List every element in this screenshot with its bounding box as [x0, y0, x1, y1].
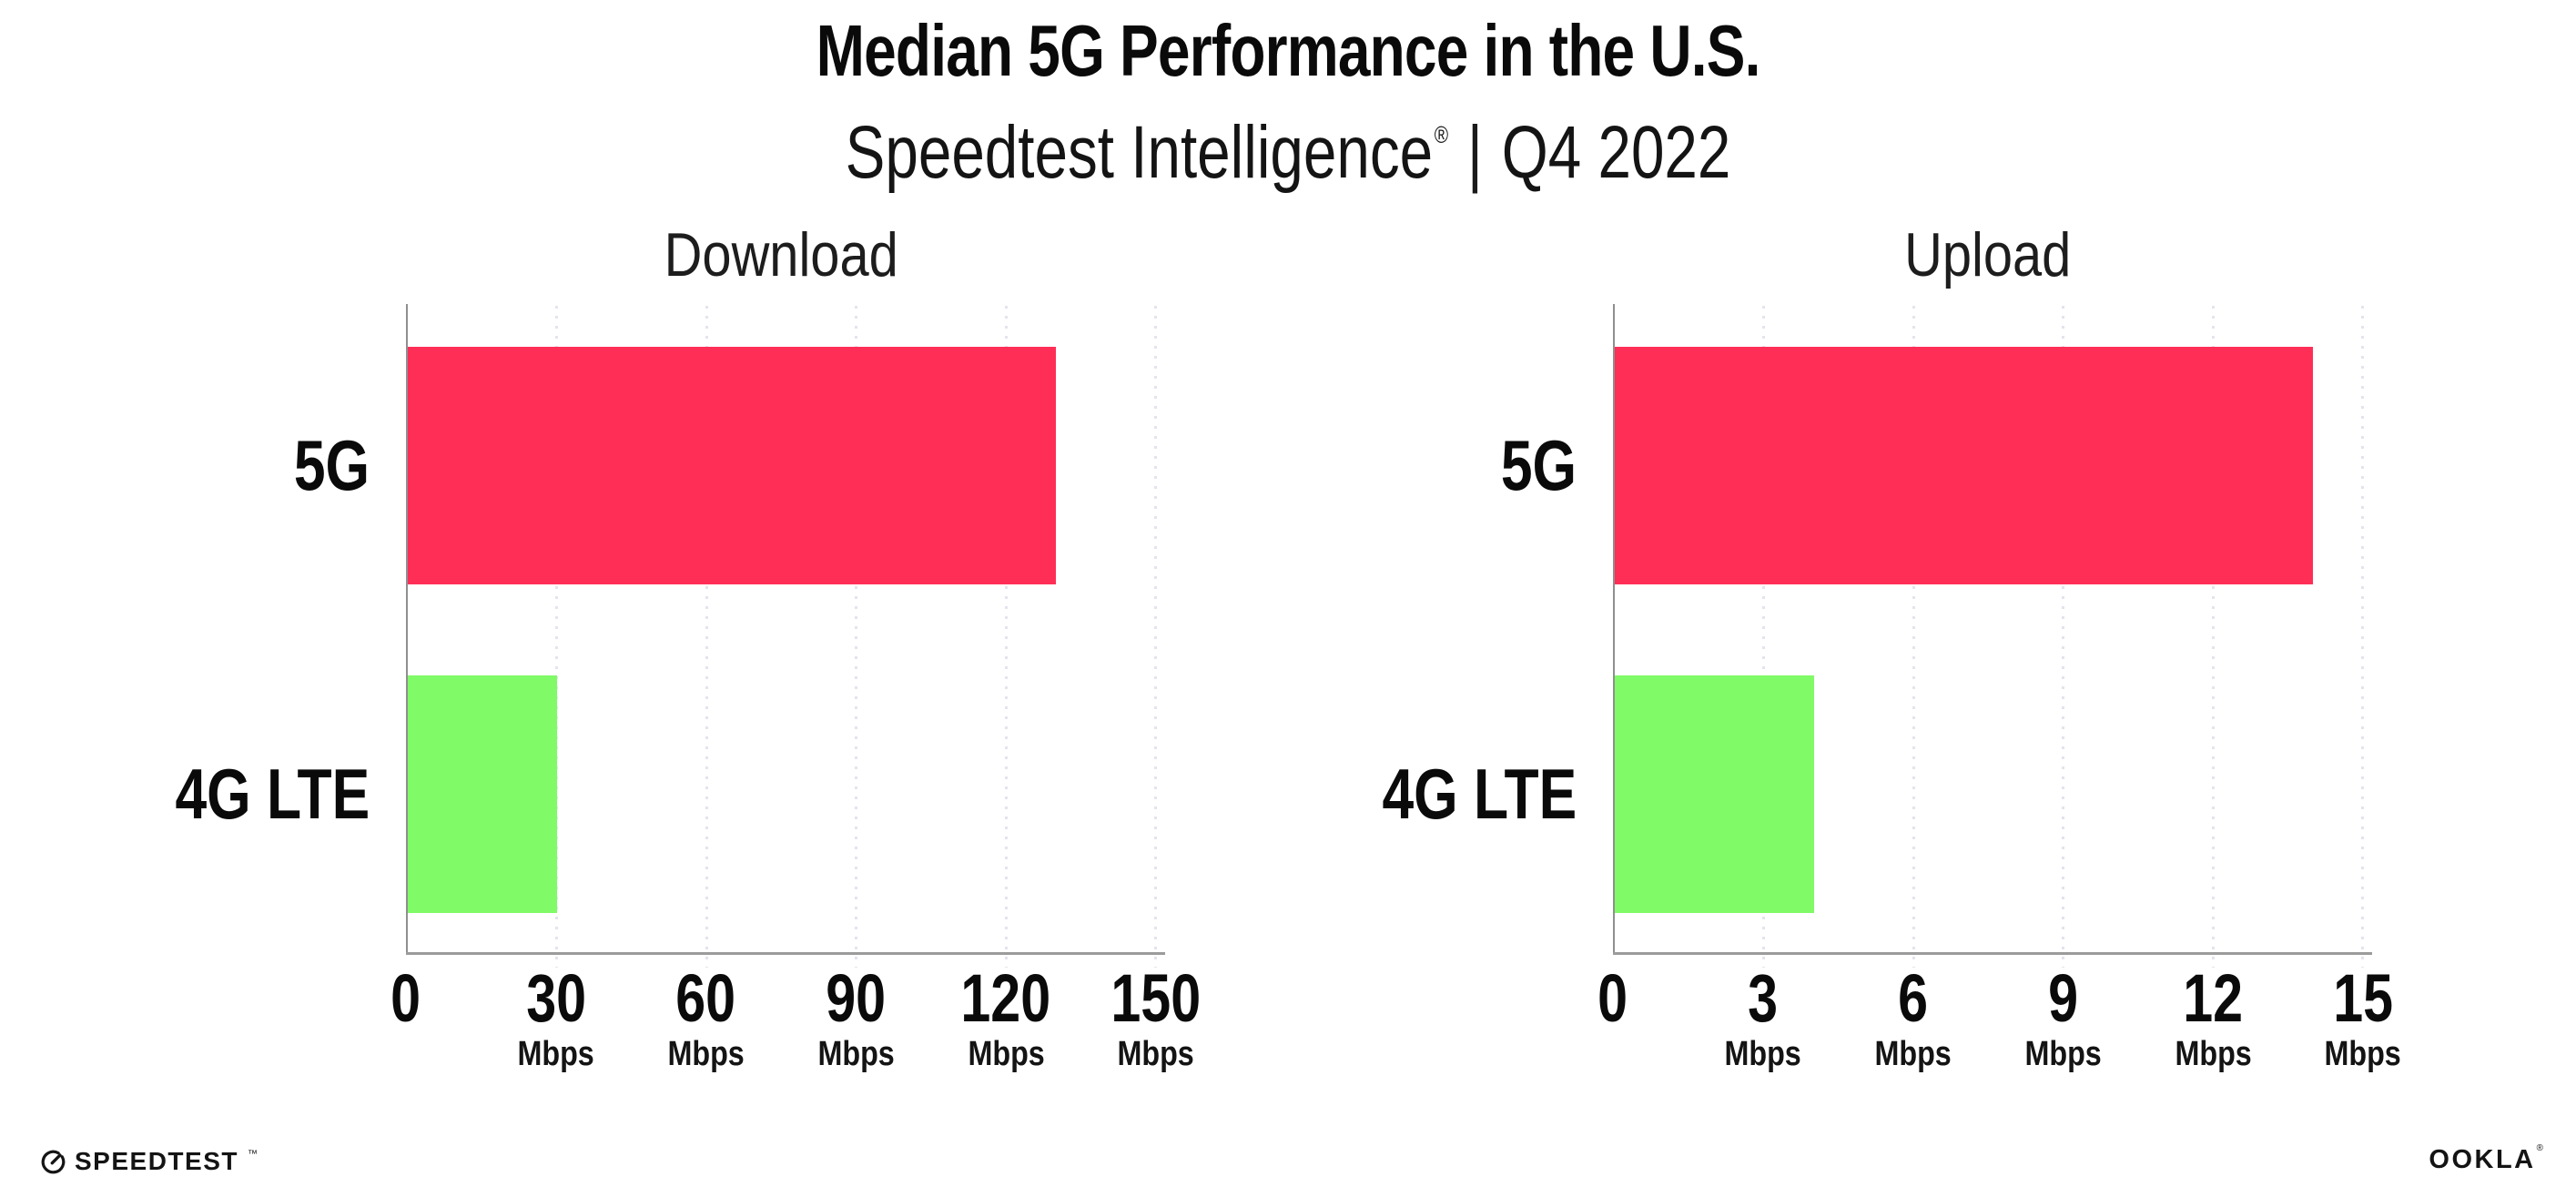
category-label-4g-lte: 4G LTE [175, 754, 370, 834]
registered-mark: ® [1434, 121, 1449, 148]
page-title: Median 5G Performance in the U.S. [0, 7, 2576, 95]
page-subtitle-text: Speedtest Intelligence® | Q4 2022 [846, 93, 1731, 195]
bar-upload-5g [1615, 347, 2314, 584]
tick-30: 30 Mbps [517, 960, 594, 1074]
gridline-12 [2211, 306, 2215, 968]
gridline-150 [1154, 306, 1157, 968]
bar-upload-4g-lte [1615, 675, 1815, 913]
speedtest-logo: SPEEDTEST ™ [40, 1143, 258, 1180]
gridline-120 [1004, 306, 1008, 968]
tick-9: 9 Mbps [2024, 960, 2102, 1074]
gridline-6 [1912, 306, 1915, 968]
gridline-15 [2361, 306, 2364, 968]
upload-x-axis-labels: 0 3 Mbps 6 Mbps 9 Mbps 12 Mbps 15 Mbps [1598, 955, 2402, 1091]
speedtest-gauge-icon [40, 1149, 66, 1175]
subtitle-brand: Speedtest Intelligence [845, 111, 1434, 194]
tick-12: 12 Mbps [2175, 960, 2252, 1074]
tick-60: 60 Mbps [667, 960, 745, 1074]
download-chart-title: Download [664, 220, 898, 289]
tick-3: 3 Mbps [1724, 960, 1801, 1074]
gridline-9 [2062, 306, 2065, 968]
ookla-wordmark: OOKLA [2429, 1145, 2536, 1174]
download-x-axis [406, 952, 1165, 955]
page-subtitle: Speedtest Intelligence® | Q4 2022 [0, 93, 2576, 195]
category-label-4g-lte: 4G LTE [1382, 754, 1577, 834]
download-x-axis-labels: 0 30 Mbps 60 Mbps 90 Mbps 120 Mbps 150 M… [391, 955, 1202, 1091]
tick-150: 150 Mbps [1111, 960, 1202, 1074]
gridline-60 [705, 306, 708, 968]
tick-6: 6 Mbps [1874, 960, 1952, 1074]
subtitle-period: Q4 2022 [1501, 111, 1731, 194]
tick-0: 0 [1597, 960, 1628, 1036]
download-plot-area: 5G 4G LTE [175, 304, 1165, 968]
tick-120: 120 Mbps [960, 960, 1051, 1074]
category-label-5g: 5G [293, 425, 370, 505]
tick-90: 90 Mbps [817, 960, 895, 1074]
upload-plot-area: 5G 4G LTE [1382, 304, 2372, 968]
upload-chart-title: Upload [1904, 220, 2072, 289]
bar-download-4g-lte [408, 675, 558, 913]
trademark-mark: ™ [247, 1149, 258, 1160]
tick-0: 0 [390, 960, 421, 1036]
gridline-3 [1762, 306, 1766, 968]
category-label-5g: 5G [1500, 425, 1577, 505]
gridline-90 [855, 306, 858, 968]
gridline-30 [555, 306, 559, 968]
page-title-text: Median 5G Performance in the U.S. [816, 10, 1761, 91]
ookla-logo: OOKLA ® [2429, 1143, 2543, 1176]
registered-mark: ® [2536, 1143, 2543, 1153]
bar-download-5g [408, 347, 1057, 584]
speedtest-wordmark: SPEEDTEST [75, 1147, 238, 1175]
tick-15: 15 Mbps [2324, 960, 2402, 1074]
subtitle-separator: | [1466, 111, 1483, 194]
upload-x-axis [1613, 952, 2372, 955]
